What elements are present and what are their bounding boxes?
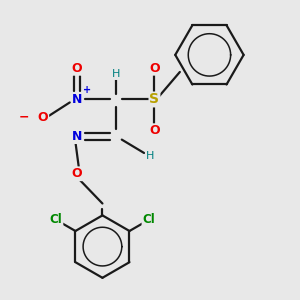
- Text: Cl: Cl: [50, 213, 62, 226]
- Text: H: H: [146, 151, 154, 161]
- Text: +: +: [83, 85, 91, 95]
- Text: O: O: [149, 62, 160, 75]
- Text: N: N: [72, 130, 83, 143]
- Text: O: O: [72, 167, 83, 180]
- Text: O: O: [149, 124, 160, 137]
- Text: N: N: [72, 93, 83, 106]
- Text: H: H: [112, 69, 120, 79]
- Text: Cl: Cl: [142, 213, 155, 226]
- Text: O: O: [38, 111, 48, 124]
- Text: −: −: [18, 110, 29, 123]
- Text: O: O: [72, 62, 83, 75]
- Text: S: S: [149, 92, 160, 106]
